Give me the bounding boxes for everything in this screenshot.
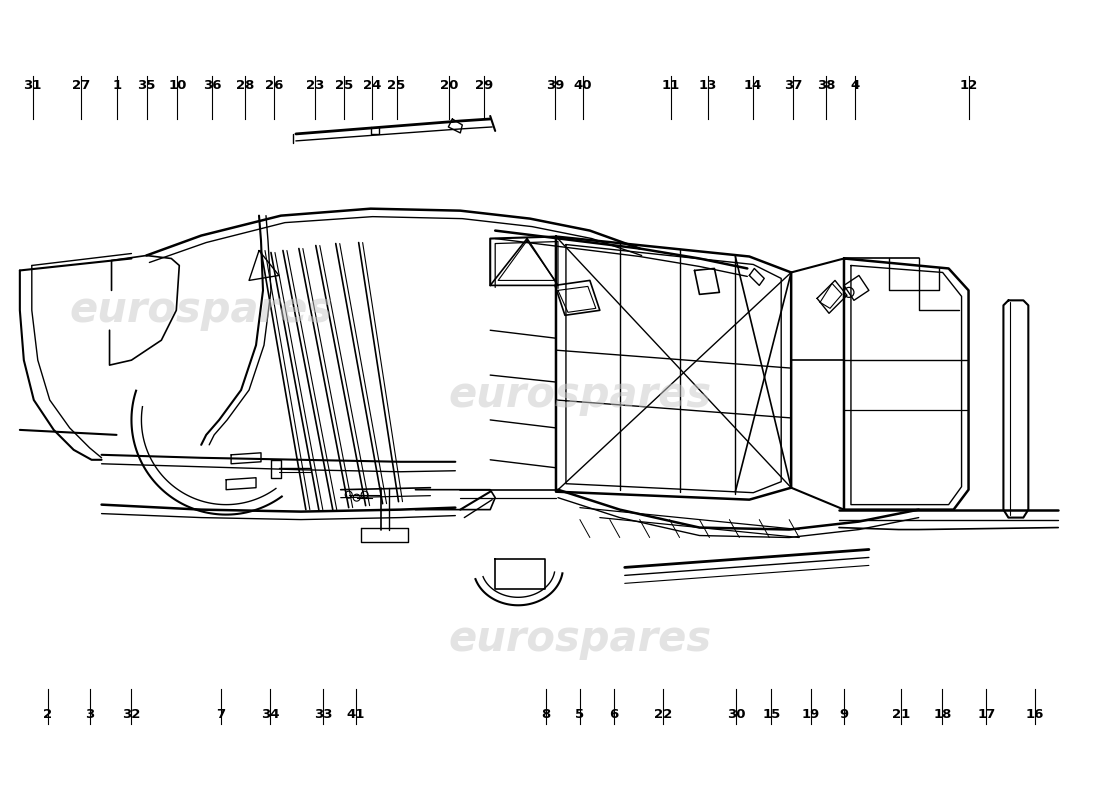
Text: 16: 16 [1025, 708, 1044, 721]
Text: 6: 6 [609, 708, 618, 721]
Text: 5: 5 [575, 708, 584, 721]
Text: 38: 38 [817, 78, 836, 91]
Text: 25: 25 [387, 78, 406, 91]
Text: 33: 33 [314, 708, 332, 721]
Text: 41: 41 [346, 708, 365, 721]
Text: 31: 31 [23, 78, 42, 91]
Text: 8: 8 [541, 708, 550, 721]
Text: 29: 29 [475, 78, 494, 91]
Text: 22: 22 [653, 708, 672, 721]
Text: eurospares: eurospares [449, 618, 712, 660]
Text: 39: 39 [547, 78, 564, 91]
Text: 20: 20 [440, 78, 459, 91]
Text: 15: 15 [762, 708, 781, 721]
Text: eurospares: eurospares [449, 374, 712, 416]
Text: 36: 36 [204, 78, 221, 91]
Text: 27: 27 [72, 78, 90, 91]
Text: 34: 34 [261, 708, 279, 721]
Text: 12: 12 [959, 78, 978, 91]
Text: 35: 35 [138, 78, 156, 91]
Text: 11: 11 [661, 78, 680, 91]
Text: 10: 10 [168, 78, 187, 91]
Text: 9: 9 [839, 708, 848, 721]
Text: 21: 21 [892, 708, 910, 721]
Text: 28: 28 [236, 78, 254, 91]
Text: 14: 14 [744, 78, 762, 91]
Text: 19: 19 [802, 708, 820, 721]
Text: 32: 32 [122, 708, 141, 721]
Text: 17: 17 [977, 708, 996, 721]
Text: 18: 18 [933, 708, 952, 721]
Text: 30: 30 [727, 708, 746, 721]
Text: 24: 24 [363, 78, 382, 91]
Text: 23: 23 [306, 78, 324, 91]
Text: 4: 4 [850, 78, 859, 91]
Text: 7: 7 [217, 708, 226, 721]
Text: 37: 37 [784, 78, 803, 91]
Text: 25: 25 [334, 78, 353, 91]
Text: eurospares: eurospares [69, 290, 333, 331]
Text: 13: 13 [698, 78, 717, 91]
Text: 2: 2 [43, 708, 53, 721]
Text: 40: 40 [573, 78, 592, 91]
Text: 3: 3 [85, 708, 95, 721]
Text: 26: 26 [265, 78, 283, 91]
Text: 1: 1 [112, 78, 122, 91]
